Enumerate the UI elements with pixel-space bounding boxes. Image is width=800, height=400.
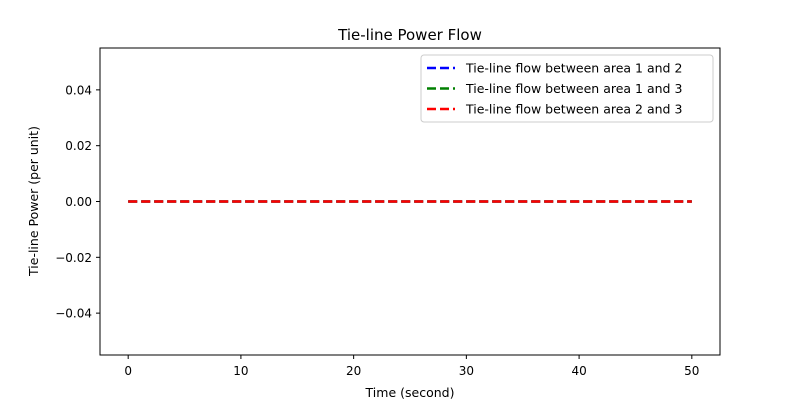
legend: Tie-line flow between area 1 and 2 Tie-li… [420,54,714,123]
y-tick-label: 0.02 [65,139,92,153]
y-tick-label: −0.04 [55,307,92,321]
y-tick-label: −0.02 [55,251,92,265]
y-tick-label: 0.00 [65,195,92,209]
x-tick-label: 10 [233,364,248,378]
x-tick-label: 40 [571,364,586,378]
x-tick-label: 30 [459,364,474,378]
legend-label-3: Tie-line flow between area 2 and 3 [465,102,682,117]
x-tick-label: 20 [346,364,361,378]
x-tick-label: 50 [684,364,699,378]
y-axis-ticks: −0.04 −0.02 0.00 0.02 0.04 [55,83,100,321]
legend-label-2: Tie-line flow between area 1 and 3 [465,81,682,96]
y-tick-label: 0.04 [65,83,92,97]
x-tick-label: 0 [124,364,132,378]
x-axis-ticks: 0 10 20 30 40 50 [124,355,699,378]
x-axis-label: Time (second) [365,385,455,400]
chart-title: Tie-line Power Flow [337,26,482,44]
legend-box [420,54,714,123]
legend-label-1: Tie-line flow between area 1 and 2 [465,61,682,76]
y-axis-label: Tie-line Power (per unit) [26,126,41,277]
